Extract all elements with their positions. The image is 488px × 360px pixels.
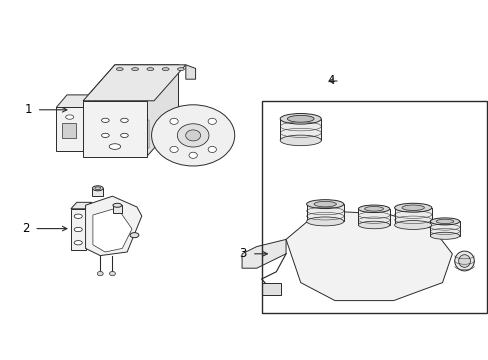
- Polygon shape: [306, 204, 343, 221]
- Text: 2: 2: [22, 222, 29, 235]
- Ellipse shape: [435, 219, 453, 224]
- Polygon shape: [92, 188, 103, 196]
- Ellipse shape: [306, 200, 343, 208]
- Circle shape: [208, 147, 216, 153]
- Circle shape: [109, 271, 115, 276]
- Ellipse shape: [177, 68, 184, 71]
- Polygon shape: [83, 65, 178, 101]
- Ellipse shape: [364, 207, 383, 211]
- Ellipse shape: [394, 203, 431, 212]
- Polygon shape: [429, 221, 459, 236]
- Ellipse shape: [109, 144, 121, 149]
- Polygon shape: [56, 108, 83, 151]
- Ellipse shape: [95, 187, 101, 190]
- Bar: [261, 101, 486, 313]
- Ellipse shape: [313, 201, 336, 207]
- Circle shape: [97, 271, 103, 276]
- Bar: [144, 120, 149, 148]
- Polygon shape: [83, 65, 185, 101]
- Polygon shape: [85, 196, 142, 256]
- Ellipse shape: [102, 118, 109, 122]
- Ellipse shape: [116, 68, 123, 71]
- Circle shape: [188, 152, 197, 158]
- Polygon shape: [71, 202, 91, 209]
- Ellipse shape: [429, 232, 459, 239]
- Ellipse shape: [358, 221, 389, 229]
- Ellipse shape: [65, 115, 74, 119]
- Ellipse shape: [74, 228, 82, 232]
- Polygon shape: [285, 211, 451, 301]
- Polygon shape: [394, 208, 431, 225]
- Text: 1: 1: [24, 103, 32, 116]
- Polygon shape: [83, 101, 146, 157]
- Ellipse shape: [113, 203, 122, 207]
- Polygon shape: [261, 283, 281, 295]
- Polygon shape: [85, 202, 91, 250]
- Ellipse shape: [74, 214, 82, 219]
- Polygon shape: [358, 209, 389, 225]
- Circle shape: [177, 124, 208, 147]
- Ellipse shape: [280, 113, 321, 124]
- Polygon shape: [113, 205, 122, 213]
- Polygon shape: [146, 65, 178, 157]
- Ellipse shape: [146, 68, 153, 71]
- Text: 3: 3: [239, 247, 246, 260]
- Ellipse shape: [454, 251, 473, 271]
- Polygon shape: [83, 95, 94, 151]
- Ellipse shape: [394, 221, 431, 229]
- Circle shape: [185, 130, 200, 141]
- Ellipse shape: [92, 186, 103, 191]
- Circle shape: [169, 147, 178, 153]
- Circle shape: [151, 105, 234, 166]
- Circle shape: [169, 118, 178, 125]
- Ellipse shape: [130, 233, 139, 238]
- Text: 4: 4: [327, 75, 334, 87]
- Ellipse shape: [280, 135, 321, 146]
- Ellipse shape: [306, 217, 343, 226]
- Bar: [61, 123, 76, 138]
- Ellipse shape: [401, 205, 424, 211]
- Polygon shape: [242, 239, 285, 268]
- Ellipse shape: [102, 133, 109, 138]
- Ellipse shape: [74, 240, 82, 245]
- Ellipse shape: [121, 133, 128, 138]
- Polygon shape: [93, 208, 132, 252]
- Ellipse shape: [429, 218, 459, 225]
- Polygon shape: [185, 65, 195, 79]
- Polygon shape: [71, 209, 85, 250]
- Ellipse shape: [358, 205, 389, 212]
- Ellipse shape: [121, 118, 128, 122]
- Polygon shape: [280, 119, 321, 140]
- Ellipse shape: [287, 116, 313, 122]
- Ellipse shape: [162, 68, 169, 71]
- Ellipse shape: [458, 255, 469, 267]
- Ellipse shape: [131, 68, 138, 71]
- Circle shape: [208, 118, 216, 125]
- Polygon shape: [56, 95, 94, 108]
